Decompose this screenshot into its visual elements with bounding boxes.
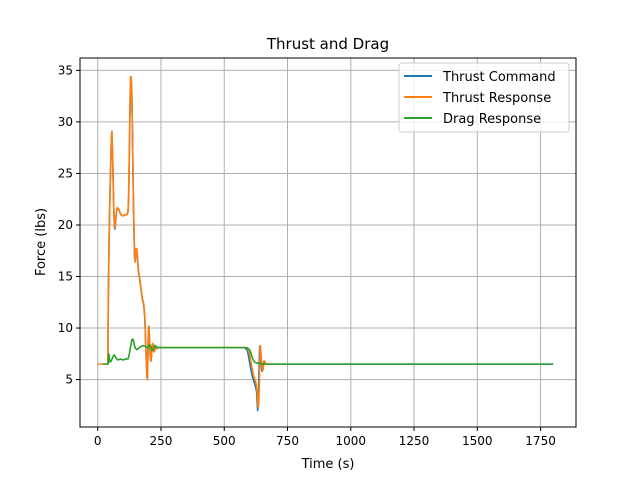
- x-tick-label: 750: [276, 434, 299, 448]
- y-axis-label: Force (lbs): [34, 208, 49, 276]
- series-line-thrust-response: [97, 75, 275, 409]
- y-tick-label: 10: [58, 321, 73, 335]
- y-tick-label: 25: [58, 166, 73, 180]
- series-lines: [97, 75, 554, 412]
- chart-title: Thrust and Drag: [266, 35, 389, 53]
- x-tick-label: 1500: [462, 434, 493, 448]
- x-tick-label: 1000: [336, 434, 367, 448]
- x-tick-label: 1750: [525, 434, 556, 448]
- plot-frame: [79, 57, 577, 428]
- x-tick-label: 0: [94, 434, 102, 448]
- y-tick-label: 20: [58, 218, 73, 232]
- x-ticks: 0 250 500 750 1000 1250 1500 1750: [94, 427, 556, 448]
- legend-label-drag-response: Drag Response: [443, 112, 541, 127]
- x-tick-label: 500: [213, 434, 236, 448]
- legend-box: [398, 62, 570, 133]
- x-axis-label: Time (s): [301, 457, 355, 472]
- x-tick-label: 250: [150, 434, 173, 448]
- legend-label-thrust-command: Thrust Command: [442, 70, 556, 85]
- x-tick-label: 1250: [399, 434, 430, 448]
- y-tick-label: 5: [65, 373, 73, 387]
- series-line-drag-response: [102, 338, 554, 365]
- y-tick-label: 15: [58, 270, 73, 284]
- y-tick-label: 30: [58, 115, 73, 129]
- y-tick-label: 35: [58, 63, 73, 77]
- legend: Thrust Command Thrust Response Drag Resp…: [398, 62, 570, 133]
- y-ticks: 5 10 15 20 25 30 35: [58, 63, 80, 387]
- legend-label-thrust-response: Thrust Response: [442, 91, 551, 106]
